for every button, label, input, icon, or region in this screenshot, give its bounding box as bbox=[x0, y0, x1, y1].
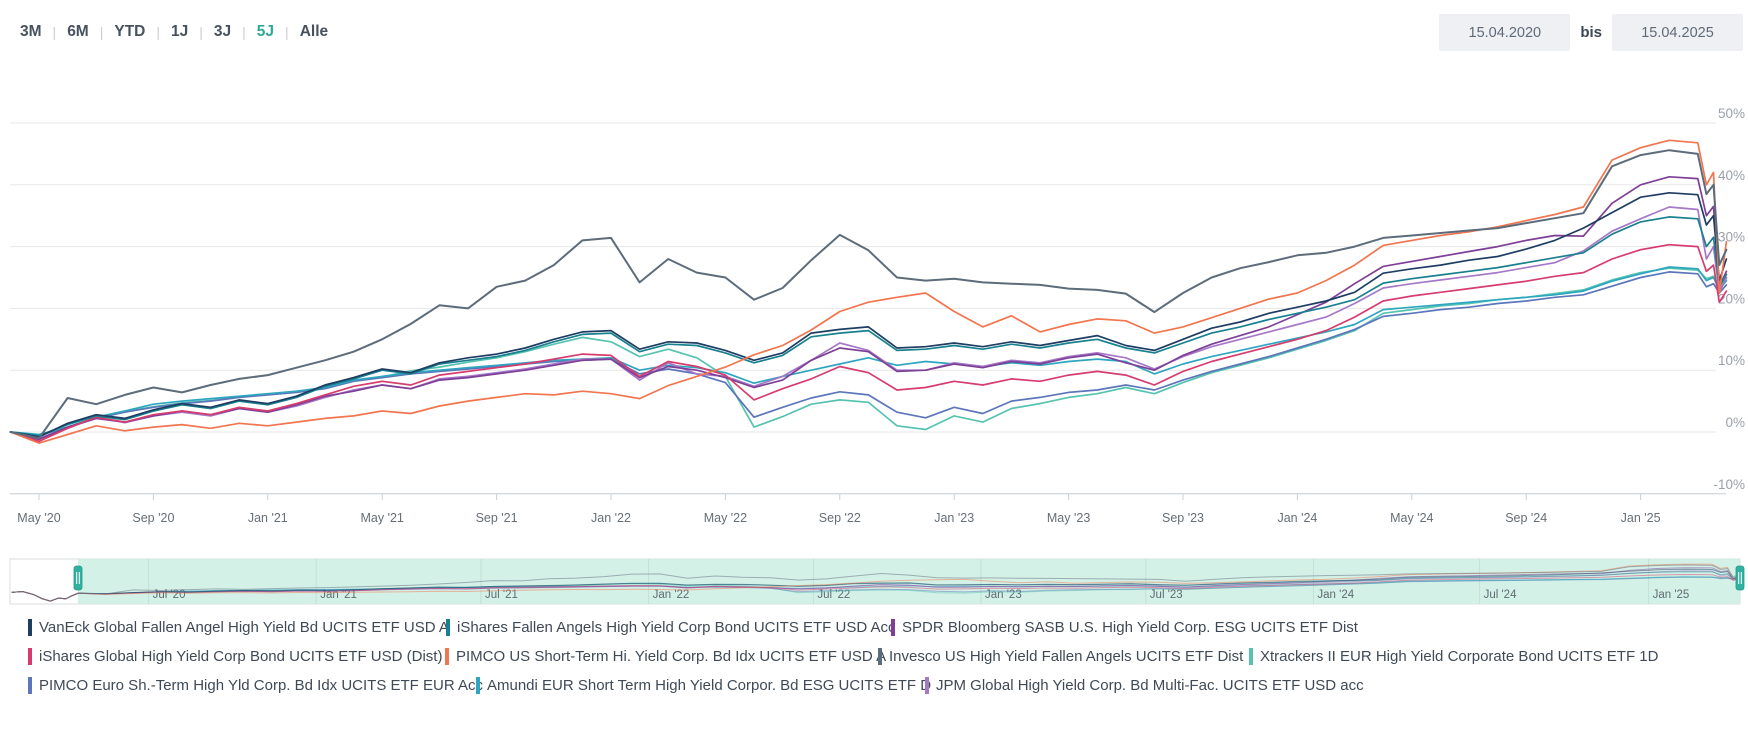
legend-label: SPDR Bloomberg SASB U.S. High Yield Corp… bbox=[902, 619, 1358, 636]
y-axis-label: 30% bbox=[1718, 230, 1745, 245]
y-axis-label: 50% bbox=[1718, 106, 1745, 121]
legend-marker-spdr bbox=[891, 619, 895, 636]
navigator-series-vaneck bbox=[11, 568, 1741, 602]
legend-label: PIMCO US Short-Term Hi. Yield Corp. Bd I… bbox=[456, 648, 887, 665]
navigator-label: Jan '22 bbox=[653, 589, 690, 601]
range-separator: | bbox=[52, 24, 57, 40]
series-line-vaneck[interactable] bbox=[9, 191, 1728, 438]
legend-label: Invesco US High Yield Fallen Angels UCIT… bbox=[889, 648, 1244, 665]
x-axis-label: Sep '23 bbox=[1162, 511, 1204, 525]
legend-item-jpm[interactable]: JPM Global High Yield Corp. Bd Multi-Fac… bbox=[925, 677, 1364, 694]
x-axis-label: Jan '25 bbox=[1621, 511, 1661, 525]
legend-item-invesco[interactable]: Invesco US High Yield Fallen Angels UCIT… bbox=[878, 648, 1243, 665]
range-button-6m[interactable]: 6M bbox=[67, 23, 89, 40]
range-separator: | bbox=[199, 24, 203, 40]
navigator-series-invesco bbox=[11, 564, 1741, 602]
legend-item-ishares-fa[interactable]: iShares Fallen Angels High Yield Corp Bo… bbox=[446, 619, 896, 636]
legend-marker-pimco-us bbox=[445, 648, 449, 665]
date-range-picker: bis bbox=[1439, 14, 1743, 51]
legend-label: JPM Global High Yield Corp. Bd Multi-Fac… bbox=[936, 677, 1364, 694]
legend-label: VanEck Global Fallen Angel High Yield Bd… bbox=[39, 619, 449, 636]
series-line-spdr[interactable] bbox=[9, 175, 1728, 441]
range-separator: | bbox=[156, 24, 161, 40]
x-axis-label: Jan '21 bbox=[248, 511, 288, 525]
navigator-label: Jan '25 bbox=[1653, 589, 1690, 601]
range-button-5j[interactable]: 5J bbox=[256, 23, 275, 40]
range-separator: | bbox=[99, 24, 104, 40]
range-button-alle[interactable]: Alle bbox=[299, 23, 329, 40]
legend-label: iShares Global High Yield Corp Bond UCIT… bbox=[39, 648, 443, 665]
range-button-1j[interactable]: 1J bbox=[171, 23, 189, 40]
legend-marker-xtrackers bbox=[1249, 648, 1253, 665]
navigator-label: Jul '23 bbox=[1150, 589, 1183, 601]
date-to-input[interactable] bbox=[1612, 14, 1743, 51]
legend-label: PIMCO Euro Sh.-Term High Yld Corp. Bd Id… bbox=[39, 677, 484, 694]
series-line-ishares-fa[interactable] bbox=[9, 216, 1728, 437]
series-line-pimco-us[interactable] bbox=[9, 139, 1728, 444]
range-selector: 3M | 6M | YTD | 1J | 3J | 5J | Alle bbox=[14, 18, 334, 46]
x-axis-label: Jan '22 bbox=[591, 511, 631, 525]
legend-item-amundi[interactable]: Amundi EUR Short Term High Yield Corpor.… bbox=[476, 677, 931, 694]
legend-item-vaneck[interactable]: VanEck Global Fallen Angel High Yield Bd… bbox=[28, 619, 449, 636]
range-button-3m[interactable]: 3M bbox=[20, 23, 42, 40]
legend-marker-amundi bbox=[476, 677, 480, 694]
navigator-label: Jul '21 bbox=[485, 589, 518, 601]
date-connector-label: bis bbox=[1580, 24, 1602, 41]
navigator-handle-left[interactable] bbox=[73, 565, 83, 591]
range-separator: | bbox=[285, 24, 289, 40]
series-line-ishares-gl[interactable] bbox=[9, 243, 1728, 443]
legend-item-spdr[interactable]: SPDR Bloomberg SASB U.S. High Yield Corp… bbox=[891, 619, 1358, 636]
x-axis-label: May '23 bbox=[1047, 511, 1090, 525]
x-axis-label: Sep '21 bbox=[476, 511, 518, 525]
legend-item-ishares-gl[interactable]: iShares Global High Yield Corp Bond UCIT… bbox=[28, 648, 442, 665]
range-button-3j[interactable]: 3J bbox=[213, 23, 232, 40]
legend-marker-pimco-eur bbox=[28, 677, 32, 694]
x-axis-label: May '24 bbox=[1390, 511, 1433, 525]
range-button-ytd[interactable]: YTD bbox=[114, 23, 146, 40]
legend-marker-ishares-gl bbox=[28, 648, 32, 665]
legend-marker-ishares-fa bbox=[446, 619, 450, 636]
legend-label: iShares Fallen Angels High Yield Corp Bo… bbox=[457, 619, 896, 636]
legend-label: Amundi EUR Short Term High Yield Corpor.… bbox=[487, 677, 932, 694]
x-axis-label: Sep '22 bbox=[819, 511, 861, 525]
legend-marker-jpm bbox=[925, 677, 929, 694]
x-axis-label: Sep '20 bbox=[132, 511, 174, 525]
legend-item-pimco-us[interactable]: PIMCO US Short-Term Hi. Yield Corp. Bd I… bbox=[445, 648, 886, 665]
date-from-input[interactable] bbox=[1439, 14, 1571, 51]
y-axis-label: -10% bbox=[1713, 477, 1745, 492]
x-axis-label: Jan '24 bbox=[1277, 511, 1317, 525]
x-axis-label: Sep '24 bbox=[1505, 511, 1547, 525]
navigator-label: Jul '24 bbox=[1484, 589, 1517, 601]
legend-label: Xtrackers II EUR High Yield Corporate Bo… bbox=[1260, 648, 1659, 665]
navigator-label: Jan '24 bbox=[1317, 589, 1354, 601]
navigator-handle-right[interactable] bbox=[1735, 565, 1745, 591]
x-axis-label: Jan '23 bbox=[934, 511, 974, 525]
y-axis-label: 10% bbox=[1718, 353, 1745, 368]
x-axis-label: May '22 bbox=[704, 511, 747, 525]
series-line-invesco[interactable] bbox=[9, 149, 1728, 440]
legend-marker-invesco bbox=[878, 648, 882, 665]
legend-marker-vaneck bbox=[28, 619, 32, 636]
series-line-amundi[interactable] bbox=[9, 266, 1728, 436]
x-axis-label: May '21 bbox=[361, 511, 404, 525]
y-axis-label: 40% bbox=[1718, 168, 1745, 183]
x-axis-label: May '20 bbox=[17, 511, 60, 525]
range-separator: | bbox=[242, 24, 246, 40]
y-axis-label: 0% bbox=[1725, 415, 1745, 430]
legend-item-xtrackers[interactable]: Xtrackers II EUR High Yield Corporate Bo… bbox=[1249, 648, 1658, 665]
legend-item-pimco-eur[interactable]: PIMCO Euro Sh.-Term High Yld Corp. Bd Id… bbox=[28, 677, 483, 694]
